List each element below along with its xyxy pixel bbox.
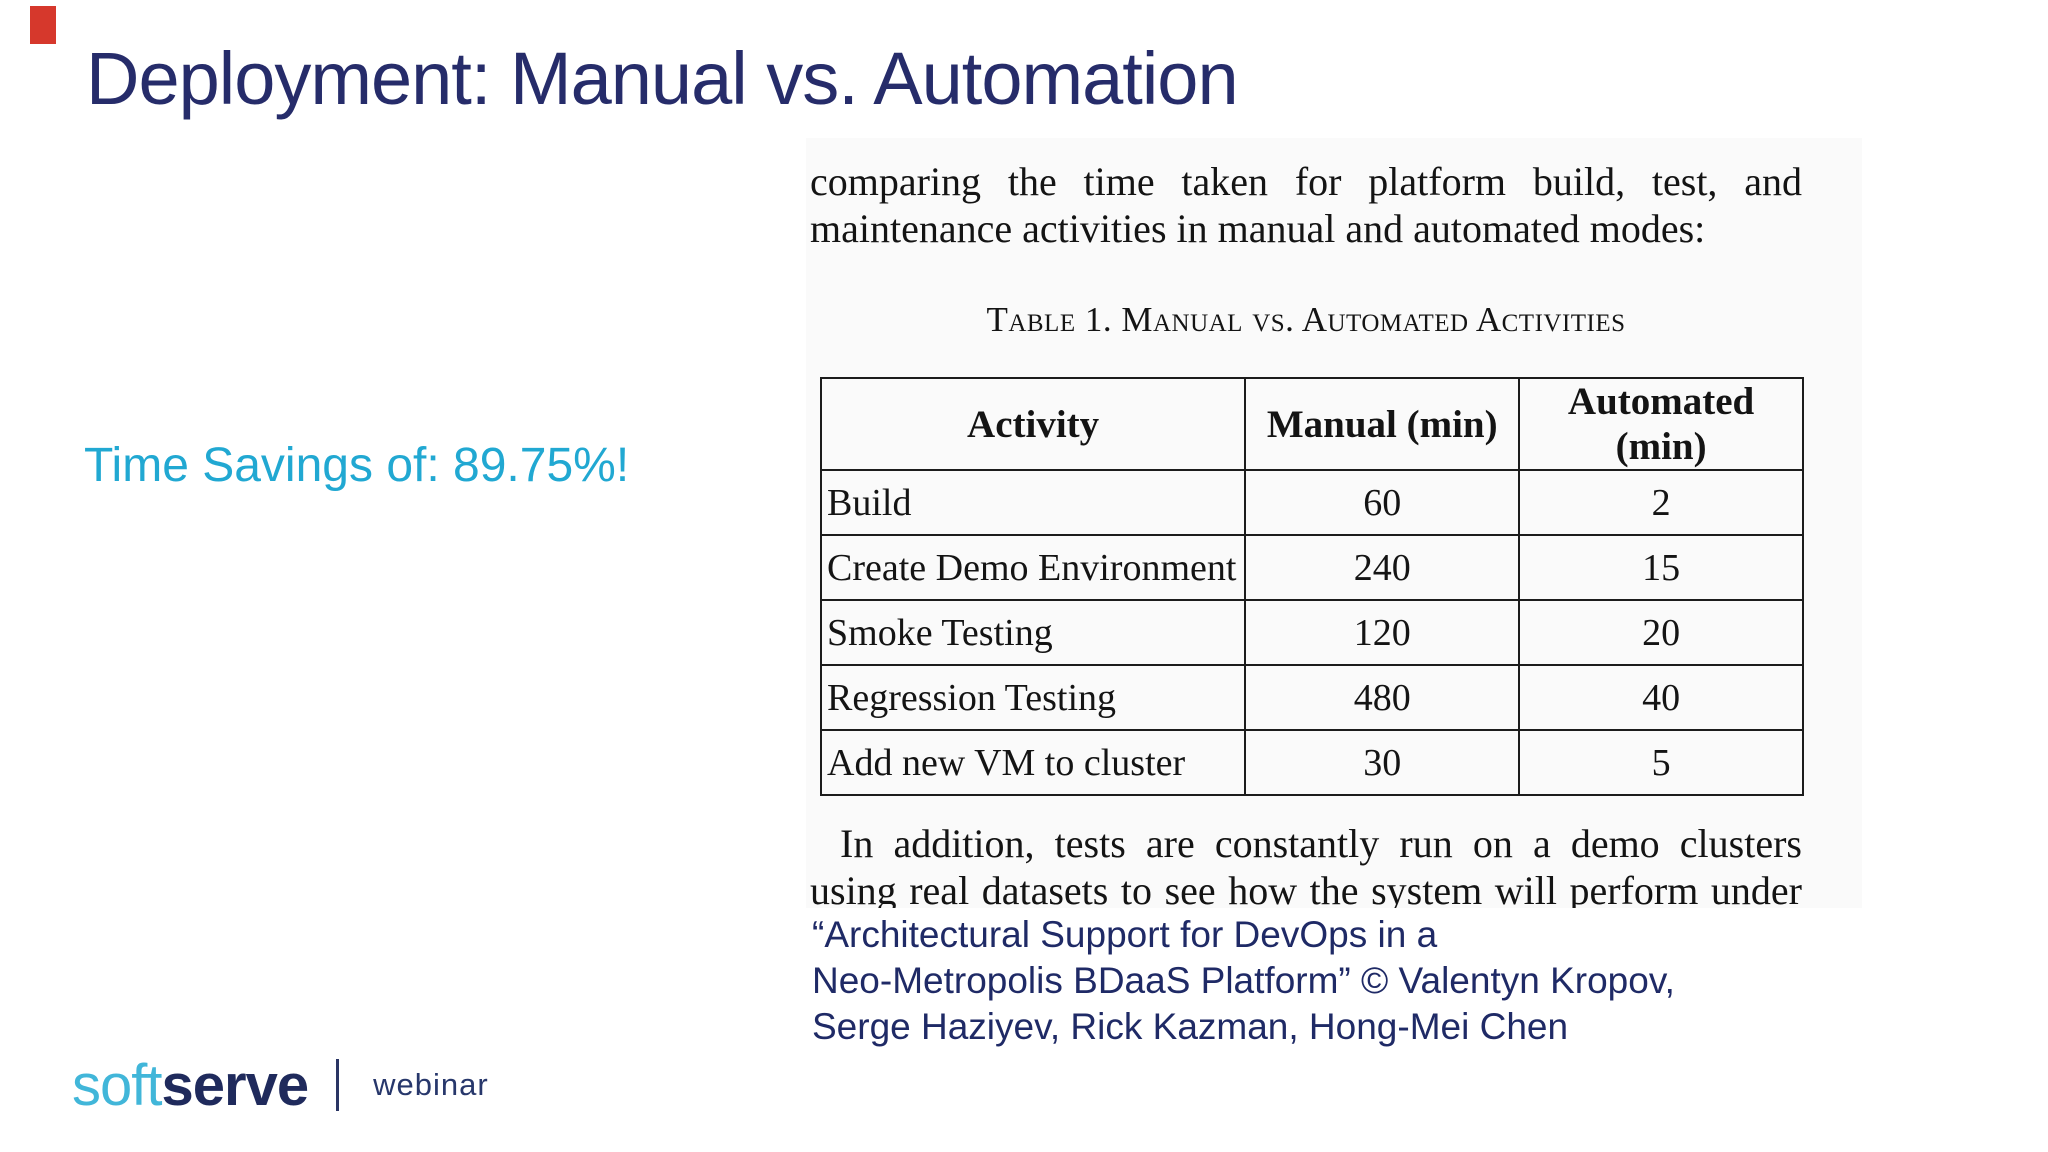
activity-cell: Create Demo Environment [819,534,1247,601]
red-accent-bar [30,6,56,44]
citation-line3: Serge Haziyev, Rick Kazman, Hong-Mei Che… [812,1006,1569,1047]
activity-cell: Add new VM to cluster [819,729,1247,796]
table-row: Regression Testing 480 40 [819,664,1804,731]
value-cell: 240 [1244,534,1521,601]
value-cell: 60 [1244,469,1521,536]
paper-intro-line2: maintenance activities in manual and aut… [810,206,1706,251]
activity-cell: Regression Testing [819,664,1247,731]
table-body: Build 60 2 Create Demo Environment 240 15 Smok… [819,469,1804,796]
logo-divider [336,1059,340,1111]
activity-cell: Build [819,469,1247,536]
activity-cell: Smoke Testing [819,599,1247,666]
value-cell: 480 [1244,664,1521,731]
value-cell: 120 [1244,599,1521,666]
paper-intro-paragraph: comparing the time taken for platform bu… [810,158,1802,252]
slide-title: Deployment: Manual vs. Automation [86,37,1239,120]
table-row: Add new VM to cluster 30 5 [819,729,1804,796]
paper-outro-line2: using real datasets to see how the syste… [810,868,1802,908]
table-header-row: Activity Manual (min) Automated (min) [819,377,1804,471]
table-row: Smoke Testing 120 20 [819,599,1804,666]
activities-table: Activity Manual (min) Automated (min) Buil… [819,377,1804,796]
value-cell: 20 [1518,599,1804,666]
citation-line1: “Architectural Support for DevOps in a [812,914,1438,955]
paper-excerpt-image: comparing the time taken for platform bu… [806,138,1862,908]
paper-intro-line1: comparing the time taken for platform bu… [810,159,1802,204]
value-cell: 40 [1518,664,1804,731]
time-savings-text: Time Savings of: 89.75%! [84,439,630,492]
table-header-cell: Manual (min) [1244,377,1521,471]
table-row: Create Demo Environment 240 15 [819,534,1804,601]
softserve-logo-soft: soft [72,1052,162,1118]
table-header-cell: Activity [819,377,1247,471]
paper-outro-paragraph: In addition, tests are constantly run on… [810,820,1802,908]
table-row: Build 60 2 [819,469,1804,536]
paper-outro-line1: In addition, tests are constantly run on… [840,821,1802,866]
table-header-cell: Automated (min) [1518,377,1804,471]
table-header-row: Activity Manual (min) Automated (min) [819,377,1804,471]
paper-citation: “Architectural Support for DevOps in a N… [812,912,1675,1050]
value-cell: 2 [1518,469,1804,536]
citation-line2: Neo-Metropolis BDaaS Platform” © Valenty… [812,960,1675,1001]
webinar-label: webinar [373,1067,489,1102]
value-cell: 30 [1244,729,1521,796]
softserve-logo-serve: serve [161,1052,310,1118]
value-cell: 5 [1518,729,1804,796]
footer: soft serve webinar [72,1053,489,1118]
table-caption: Table 1. Manual vs. Automated Activities [986,300,1626,339]
value-cell: 15 [1518,534,1804,601]
